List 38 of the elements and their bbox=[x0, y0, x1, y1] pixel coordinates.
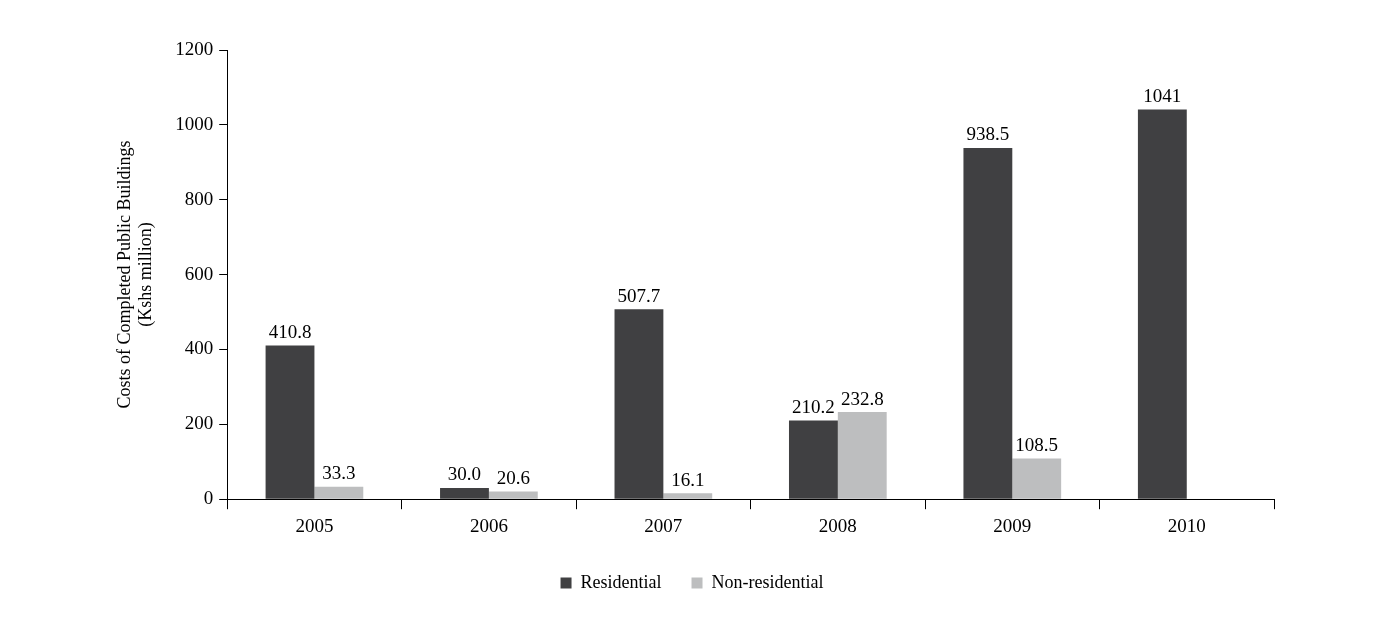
data-label: 108.5 bbox=[1015, 434, 1059, 456]
y-tick-label: 0 bbox=[203, 487, 214, 509]
data-label: 16.1 bbox=[671, 468, 705, 490]
data-label: 33.3 bbox=[322, 462, 356, 484]
y-tick-label: 200 bbox=[184, 412, 214, 434]
y-tick-label: 400 bbox=[184, 337, 214, 359]
data-label: 410.8 bbox=[268, 320, 312, 342]
x-tick-label: 2006 bbox=[469, 514, 508, 536]
data-label: 232.8 bbox=[840, 387, 884, 409]
data-label: 210.2 bbox=[792, 396, 835, 417]
x-tick-label: 2010 bbox=[1167, 514, 1206, 536]
bar bbox=[265, 345, 315, 499]
x-tick-label: 2008 bbox=[818, 514, 857, 536]
y-tick-label: 1200 bbox=[175, 37, 214, 59]
x-tick-label: 2007 bbox=[644, 514, 683, 536]
bar bbox=[440, 487, 489, 499]
bar bbox=[663, 493, 713, 499]
data-label: 507.7 bbox=[617, 284, 661, 306]
legend-label: Non-residential bbox=[711, 571, 824, 592]
bar bbox=[614, 309, 664, 499]
y-tick-label: 1000 bbox=[175, 112, 214, 134]
y-tick-label: 800 bbox=[184, 187, 214, 209]
y-axis-title: Costs of Completed Public Buildings (Kshs million) bbox=[113, 140, 157, 409]
bar bbox=[1137, 109, 1187, 499]
y-tick-label: 600 bbox=[184, 262, 214, 284]
bar bbox=[788, 420, 838, 499]
bar bbox=[837, 412, 887, 499]
x-tick-label: 2005 bbox=[295, 514, 334, 536]
data-label: 20.6 bbox=[496, 466, 530, 488]
bar bbox=[488, 491, 538, 499]
legend-label: Residential bbox=[580, 571, 662, 592]
data-label: 938.5 bbox=[966, 123, 1010, 145]
bar bbox=[314, 486, 364, 499]
bar bbox=[1012, 458, 1062, 499]
data-label: 30.0 bbox=[447, 463, 482, 485]
bar bbox=[963, 147, 1013, 499]
x-tick-label: 2009 bbox=[993, 514, 1032, 536]
data-label: 1041 bbox=[1143, 85, 1182, 106]
